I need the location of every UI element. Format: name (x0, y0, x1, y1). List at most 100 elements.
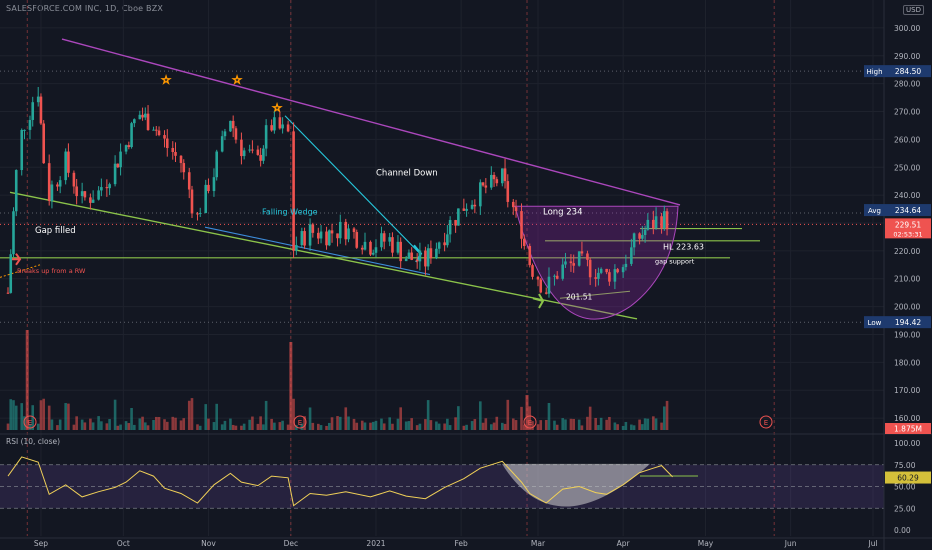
volume-bar (630, 424, 633, 430)
volume-bar (47, 405, 51, 430)
volume-bar (465, 424, 468, 430)
price-tick: 190.00 (894, 330, 920, 339)
candle (374, 247, 378, 253)
candle (141, 114, 144, 118)
candle (506, 181, 510, 202)
candle (391, 237, 394, 253)
volume-bar (229, 418, 232, 430)
price-tag-label: Low (868, 319, 882, 327)
volume-bar (446, 418, 449, 430)
time-tick: Jun (784, 539, 797, 548)
price-tick: 160.00 (894, 414, 920, 423)
candle (462, 208, 466, 211)
volume-bar (97, 416, 100, 430)
rsi-tick: 25.00 (894, 504, 916, 513)
candle (457, 208, 460, 226)
candle (415, 259, 419, 262)
volume-bar (133, 424, 136, 430)
volume-bar (514, 420, 518, 430)
candle (231, 120, 235, 129)
candle (347, 228, 350, 240)
volume-bar (355, 422, 359, 430)
candle (473, 204, 477, 207)
volume-bar (586, 416, 589, 430)
candle (56, 184, 59, 187)
volume-bar (215, 403, 219, 430)
volume-bar (561, 418, 565, 430)
volume-bar (484, 418, 488, 430)
volume-bar (495, 416, 499, 430)
currency-badge[interactable]: USD (903, 5, 924, 15)
volume-bar (91, 422, 95, 430)
candle (91, 199, 95, 203)
candle (580, 251, 584, 254)
candle (492, 174, 496, 180)
candle (424, 250, 427, 267)
volume-spike (25, 330, 29, 430)
star-marker: ☆ (272, 102, 282, 115)
time-tick: Dec (284, 539, 299, 548)
volume-bar (621, 425, 625, 430)
candle (251, 149, 254, 151)
volume-bar (174, 417, 177, 430)
candle (355, 232, 359, 248)
candle (399, 241, 402, 262)
volume-bar (352, 418, 356, 430)
candle (605, 268, 608, 273)
candle (638, 233, 641, 239)
candle (146, 113, 150, 131)
volume-bar (539, 420, 543, 430)
candle (9, 254, 13, 293)
candle (621, 267, 625, 273)
candle (577, 251, 581, 266)
price-tag-value: 234.64 (895, 206, 921, 215)
candle (327, 230, 331, 246)
candle (308, 224, 312, 246)
volume-bar (154, 416, 158, 430)
volume-bar (641, 424, 644, 430)
volume-bar (242, 423, 246, 430)
candle (454, 220, 457, 226)
volume-bar (231, 424, 235, 430)
candle (503, 168, 507, 182)
candle (520, 211, 523, 239)
candle (490, 174, 493, 188)
volume-spike (289, 342, 293, 430)
volume-bar (127, 423, 131, 430)
volume-bar (130, 407, 133, 430)
volume-bar (520, 406, 523, 430)
rsi-title: RSI (10, close) (6, 437, 60, 446)
candle (248, 149, 251, 151)
volume-bar (138, 418, 142, 430)
candle (437, 242, 441, 249)
candle (97, 190, 100, 200)
volume-bar (380, 418, 383, 430)
volume-bar (646, 418, 650, 430)
volume-bar (119, 424, 122, 430)
earnings-badge (523, 415, 537, 429)
candle (196, 213, 199, 215)
gap-filled-label: Gap filled (35, 226, 76, 236)
volume-tag-value: 1.875M (894, 425, 922, 434)
volume-bar (292, 398, 295, 430)
volume-bar (286, 424, 290, 430)
candle (536, 276, 540, 280)
candle (187, 172, 191, 190)
candle (215, 151, 219, 178)
candle (624, 263, 628, 268)
candle (632, 233, 636, 248)
volume-bar (369, 422, 372, 430)
volume-bar (308, 407, 312, 430)
candle (616, 269, 619, 273)
volume-bar (64, 403, 67, 430)
candle (500, 168, 504, 184)
time-tick: 2021 (366, 539, 385, 548)
rsi-pane: RSI (10, close) 100.00 75.00 50.00 25.00 0.00… (0, 437, 931, 535)
price-tag-value: 194.42 (895, 318, 921, 327)
earnings-badge-label: E (528, 419, 532, 427)
candle (14, 170, 18, 212)
volume-bar (473, 419, 477, 430)
candle (311, 224, 315, 233)
